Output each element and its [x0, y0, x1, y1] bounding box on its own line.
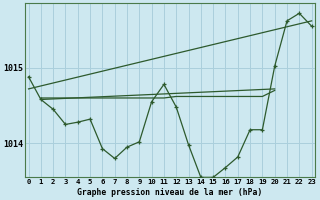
X-axis label: Graphe pression niveau de la mer (hPa): Graphe pression niveau de la mer (hPa): [77, 188, 263, 197]
